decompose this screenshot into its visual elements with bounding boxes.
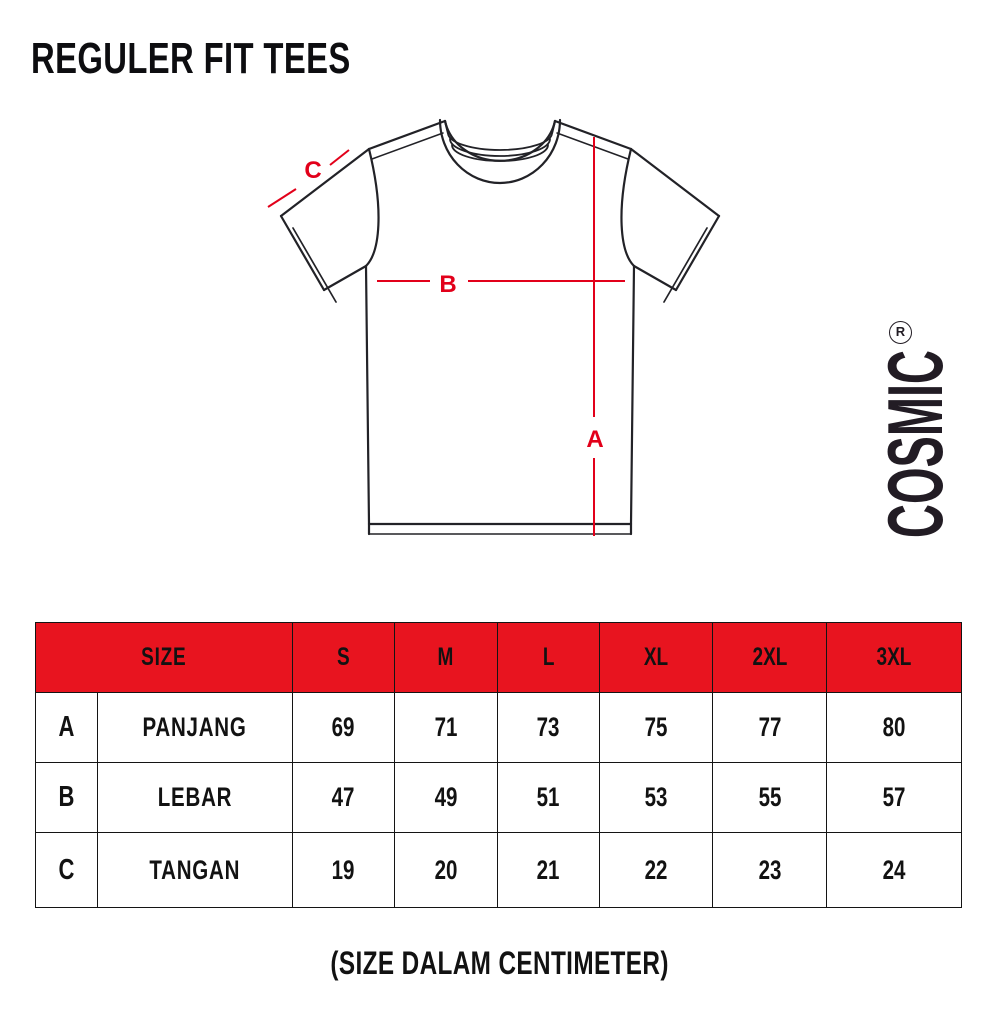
svg-text:C: C [304, 157, 321, 184]
svg-text:B: B [439, 271, 456, 298]
svg-text:A: A [586, 426, 603, 453]
